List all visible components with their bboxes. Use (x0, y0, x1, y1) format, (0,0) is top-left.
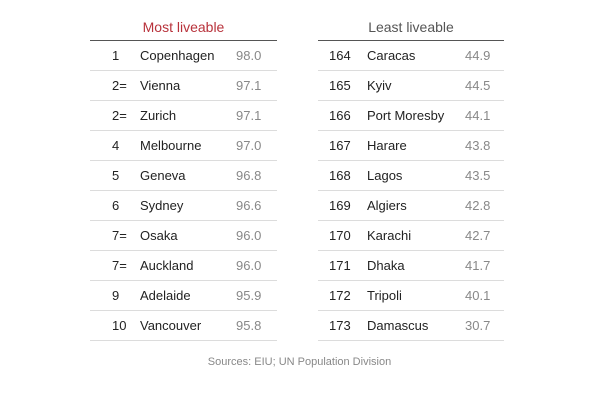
rank-cell: 5 (112, 168, 120, 183)
city-cell: Dhaka (367, 258, 405, 273)
score-cell: 42.7 (465, 228, 491, 243)
table-row: 5 Geneva 96.8 (90, 161, 277, 191)
table-row: 173 Damascus 30.7 (318, 311, 504, 341)
most-liveable-table: Most liveable 1 Copenhagen 98.0 2= Vienna 97.… (90, 14, 277, 341)
rank-cell: 1 (112, 48, 120, 63)
rank-cell: 4 (112, 138, 120, 153)
city-cell: Karachi (367, 228, 412, 243)
table-row: 164 Caracas 44.9 (318, 41, 504, 71)
city-cell: Damascus (367, 318, 429, 333)
table-row: 172 Tripoli 40.1 (318, 281, 504, 311)
city-cell: Lagos (367, 168, 403, 183)
city-cell: Vienna (140, 78, 181, 93)
rank-cell: 171 (329, 258, 351, 273)
score-cell: 95.9 (236, 288, 262, 303)
source-note: Sources: EIU; UN Population Division (207, 356, 392, 368)
rank-cell: 164 (329, 48, 351, 63)
score-cell: 96.0 (236, 228, 262, 243)
table-row: 170 Karachi 42.7 (318, 221, 504, 251)
city-cell: Algiers (367, 198, 407, 213)
table-row: 10 Vancouver 95.8 (90, 311, 277, 341)
city-cell: Geneva (140, 168, 186, 183)
score-cell: 44.1 (465, 108, 491, 123)
rank-cell: 6 (112, 198, 120, 213)
score-cell: 97.1 (236, 108, 262, 123)
most-liveable-title: Most liveable (90, 14, 277, 41)
most-liveable-rows: 1 Copenhagen 98.0 2= Vienna 97.1 2= Zurich 97.1 4… (90, 41, 277, 341)
table-row: 7= Osaka 96.0 (90, 221, 277, 251)
score-cell: 43.8 (465, 138, 491, 153)
city-cell: Vancouver (140, 318, 202, 333)
rank-cell: 168 (329, 168, 351, 183)
score-cell: 40.1 (465, 288, 491, 303)
rank-cell: 170 (329, 228, 351, 243)
score-cell: 95.8 (236, 318, 262, 333)
city-cell: Kyiv (367, 78, 392, 93)
table-row: 6 Sydney 96.6 (90, 191, 277, 221)
least-liveable-rows: 164 Caracas 44.9 165 Kyiv 44.5 166 Port Moresby… (318, 41, 504, 341)
score-cell: 43.5 (465, 168, 491, 183)
score-cell: 42.8 (465, 198, 491, 213)
table-row: 1 Copenhagen 98.0 (90, 41, 277, 71)
table-row: 2= Vienna 97.1 (90, 71, 277, 101)
rank-cell: 9 (112, 288, 120, 303)
least-liveable-table: Least liveable 164 Caracas 44.9 165 Kyiv 44.5… (318, 14, 504, 341)
rank-cell: 169 (329, 198, 351, 213)
city-cell: Harare (367, 138, 407, 153)
rank-cell: 167 (329, 138, 351, 153)
score-cell: 30.7 (465, 318, 491, 333)
table-row: 166 Port Moresby 44.1 (318, 101, 504, 131)
rank-cell: 172 (329, 288, 351, 303)
city-cell: Copenhagen (140, 48, 215, 63)
score-cell: 41.7 (465, 258, 491, 273)
score-cell: 98.0 (236, 48, 262, 63)
score-cell: 44.5 (465, 78, 491, 93)
score-cell: 44.9 (465, 48, 491, 63)
city-cell: Tripoli (367, 288, 402, 303)
city-cell: Adelaide (140, 288, 191, 303)
table-row: 171 Dhaka 41.7 (318, 251, 504, 281)
table-row: 2= Zurich 97.1 (90, 101, 277, 131)
city-cell: Osaka (140, 228, 178, 243)
table-row: 169 Algiers 42.8 (318, 191, 504, 221)
score-cell: 96.6 (236, 198, 262, 213)
table-row: 167 Harare 43.8 (318, 131, 504, 161)
table-row: 165 Kyiv 44.5 (318, 71, 504, 101)
rank-cell: 7= (112, 258, 127, 273)
rank-cell: 173 (329, 318, 351, 333)
city-cell: Port Moresby (367, 108, 445, 123)
city-cell: Zurich (140, 108, 177, 123)
rank-cell: 2= (112, 108, 127, 123)
city-cell: Auckland (140, 258, 194, 273)
table-row: 7= Auckland 96.0 (90, 251, 277, 281)
score-cell: 96.8 (236, 168, 262, 183)
rank-cell: 10 (112, 318, 127, 333)
score-cell: 97.0 (236, 138, 262, 153)
rank-cell: 165 (329, 78, 351, 93)
score-cell: 96.0 (236, 258, 262, 273)
city-cell: Caracas (367, 48, 416, 63)
table-row: 4 Melbourne 97.0 (90, 131, 277, 161)
least-liveable-title: Least liveable (318, 14, 504, 41)
score-cell: 97.1 (236, 78, 262, 93)
table-row: 9 Adelaide 95.9 (90, 281, 277, 311)
rank-cell: 7= (112, 228, 127, 243)
table-row: 168 Lagos 43.5 (318, 161, 504, 191)
city-cell: Sydney (140, 198, 184, 213)
city-cell: Melbourne (140, 138, 202, 153)
rank-cell: 166 (329, 108, 351, 123)
rank-cell: 2= (112, 78, 127, 93)
